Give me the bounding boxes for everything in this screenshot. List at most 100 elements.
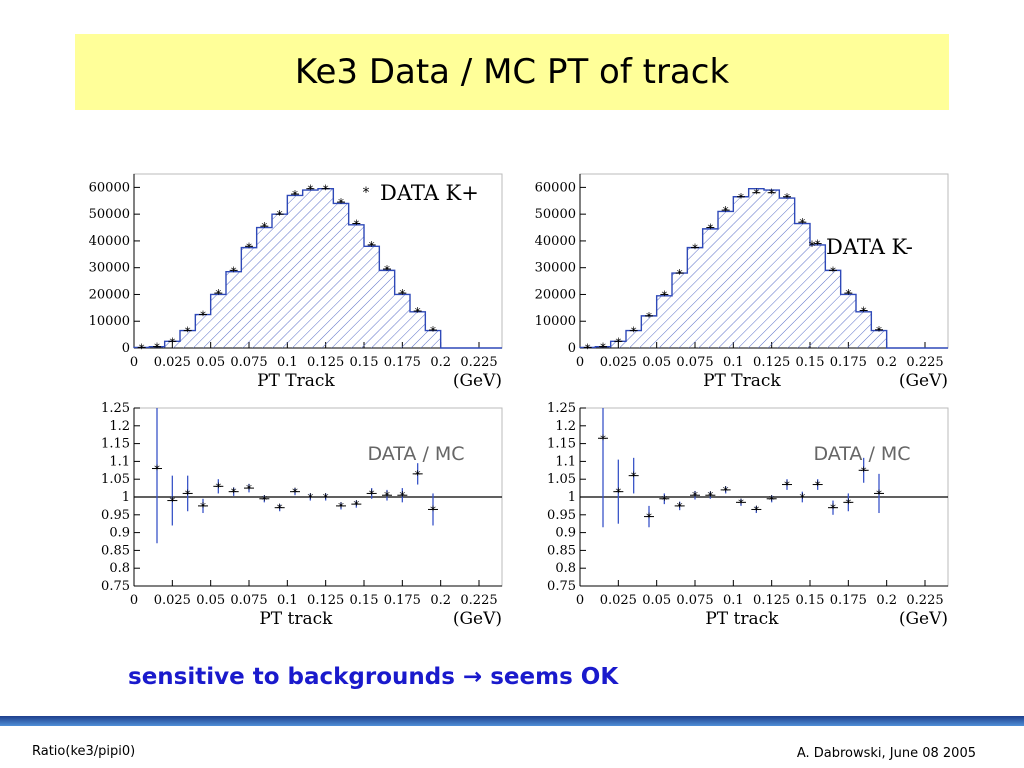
legend-label: DATA K+ xyxy=(380,181,479,205)
mc-bin xyxy=(794,223,810,348)
data-point-marker: * xyxy=(661,288,667,302)
data-point-marker: * xyxy=(799,216,805,230)
data-point-marker: * xyxy=(738,191,744,205)
x-tick-label: 0 xyxy=(130,593,138,608)
mc-bin xyxy=(748,188,764,348)
y-tick-label: 1.2 xyxy=(555,419,576,434)
ratio-point-marker: * xyxy=(845,496,851,510)
caption-text-left: sensitive to backgrounds xyxy=(128,664,455,690)
y-tick-label: 1.25 xyxy=(101,401,130,416)
x-tick-label: 0.1 xyxy=(723,593,744,608)
legend-marker: * xyxy=(363,185,370,201)
footer-right-text: A. Dabrowski, June 08 2005 xyxy=(796,746,976,761)
data-point-marker: * xyxy=(185,325,191,339)
mc-bin xyxy=(733,196,749,348)
x-tick-label: 0 xyxy=(130,355,138,370)
ratio-point-marker: * xyxy=(784,479,790,493)
y-tick-label: 0.8 xyxy=(555,561,576,576)
data-point-marker: * xyxy=(677,267,683,281)
kplus-distribution-chart: 0 0.025 0.05 0.075 0.1 0.125 0.15 0.175 0.2 0.225… xyxy=(66,168,506,404)
ratio-annotation: DATA / MC xyxy=(813,443,910,465)
data-point-marker: * xyxy=(307,183,313,197)
x-tick-label: 0.025 xyxy=(600,593,637,608)
ratio-point-marker: * xyxy=(738,496,744,510)
data-point-marker: * xyxy=(231,264,237,278)
x-tick-label: 0 xyxy=(576,593,584,608)
x-axis-unit: (GeV) xyxy=(453,371,502,391)
x-tick-label: 0 xyxy=(576,355,584,370)
ratio-point-marker: * xyxy=(600,432,606,446)
x-tick-label: 0.225 xyxy=(906,593,943,608)
ratio-point-marker: * xyxy=(631,470,637,484)
ratio-point-marker: * xyxy=(200,500,206,514)
mc-bin xyxy=(287,195,303,348)
x-axis-unit: (GeV) xyxy=(453,609,502,629)
ratio-point-marker: * xyxy=(261,493,267,507)
data-point-marker: * xyxy=(353,218,359,232)
data-point-marker: * xyxy=(415,305,421,319)
title-banner: Ke3 Data / MC PT of track xyxy=(75,34,949,110)
x-tick-label: 0.025 xyxy=(600,355,637,370)
x-axis-unit: (GeV) xyxy=(899,371,948,391)
ratio-point-marker: * xyxy=(615,486,621,500)
slide-title: Ke3 Data / MC PT of track xyxy=(294,52,730,92)
y-tick-label: 1.1 xyxy=(109,454,130,469)
x-tick-label: 0.1 xyxy=(277,355,298,370)
x-tick-label: 0.025 xyxy=(154,593,191,608)
y-tick-label: 0.75 xyxy=(547,579,576,594)
mc-bin xyxy=(394,294,410,348)
kminus-distribution-chart: 0 0.025 0.05 0.075 0.1 0.125 0.15 0.175 0.2 0.225… xyxy=(512,168,952,404)
x-tick-label: 0.15 xyxy=(350,593,379,608)
mc-bin xyxy=(810,244,826,348)
y-tick-label: 0.85 xyxy=(547,543,576,558)
y-tick-label: 1.15 xyxy=(547,437,576,452)
ratio-point-marker: * xyxy=(661,493,667,507)
mc-bin xyxy=(241,247,257,348)
x-tick-label: 0.2 xyxy=(430,593,451,608)
y-tick-label: 0 xyxy=(122,341,130,356)
data-point-marker: * xyxy=(861,305,867,319)
ratio-point-marker: * xyxy=(799,491,805,505)
ratio-point-marker: * xyxy=(307,491,313,505)
y-tick-label: 0 xyxy=(568,341,576,356)
ratio-point-marker: * xyxy=(277,502,283,516)
data-point-marker: * xyxy=(338,196,344,210)
mc-bin xyxy=(318,188,334,348)
ratio-point-marker: * xyxy=(292,486,298,500)
x-tick-label: 0.2 xyxy=(876,593,897,608)
x-tick-label: 0.125 xyxy=(753,355,790,370)
footer-divider xyxy=(0,716,1024,726)
data-point-marker: * xyxy=(169,335,175,349)
ratio-point-marker: * xyxy=(338,500,344,514)
ratio-point-marker: * xyxy=(369,487,375,501)
x-axis-title: PT track xyxy=(705,609,779,629)
data-point-marker: * xyxy=(369,239,375,253)
mc-bin xyxy=(226,271,242,348)
y-tick-label: 30000 xyxy=(89,261,130,276)
x-tick-label: 0.075 xyxy=(676,355,713,370)
x-tick-label: 0.15 xyxy=(350,355,379,370)
mc-bin xyxy=(256,227,272,348)
mc-bin xyxy=(779,198,795,348)
x-tick-label: 0.175 xyxy=(830,355,867,370)
y-tick-label: 60000 xyxy=(535,180,576,195)
data-point-marker: * xyxy=(323,183,329,197)
legend-marker: * xyxy=(809,239,816,255)
x-axis-unit: (GeV) xyxy=(899,609,948,629)
y-tick-label: 50000 xyxy=(89,207,130,222)
y-tick-label: 0.9 xyxy=(109,526,130,541)
data-point-marker: * xyxy=(815,238,821,252)
y-tick-label: 40000 xyxy=(89,234,130,249)
data-point-marker: * xyxy=(246,240,252,254)
legend-label: DATA K- xyxy=(826,235,913,259)
x-tick-label: 0.225 xyxy=(460,355,497,370)
x-tick-label: 0.15 xyxy=(796,355,825,370)
footer-left-text: Ratio(ke3/pipi0) xyxy=(32,744,136,759)
ratio-point-marker: * xyxy=(323,491,329,505)
ratio-point-marker: * xyxy=(830,502,836,516)
kplus-ratio-chart: 0 0.025 0.05 0.075 0.1 0.125 0.15 0.175 0.2 0.225… xyxy=(66,398,506,642)
ratio-point-marker: * xyxy=(707,489,713,503)
right-arrow-icon: → xyxy=(462,664,483,690)
data-point-marker: * xyxy=(769,187,775,201)
data-point-marker: * xyxy=(723,204,729,218)
